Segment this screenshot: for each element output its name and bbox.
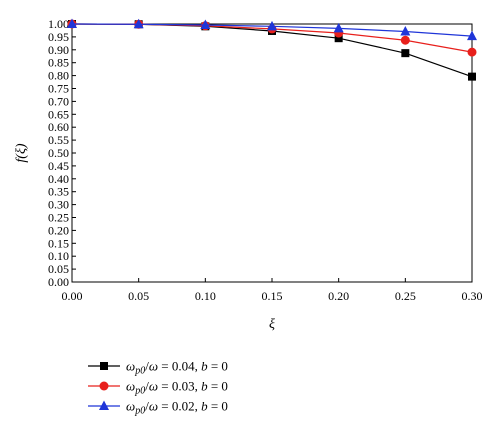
legend-label-part: ω [126, 399, 135, 414]
y-tick-label: 0.40 [48, 172, 69, 186]
legend-label-part: ω [126, 359, 135, 374]
y-tick-label: 0.60 [48, 120, 69, 134]
y-tick-label: 0.00 [48, 275, 69, 289]
legend-marker [100, 362, 108, 370]
y-tick-label: 0.50 [48, 146, 69, 160]
y-tick-label: 0.90 [48, 43, 69, 57]
y-axis-ticks: 0.000.050.100.150.200.250.300.350.400.45… [48, 17, 76, 289]
legend-label: ωp0/ω = 0.04, b = 0 [126, 359, 228, 377]
legend-label-part: / [145, 359, 149, 374]
y-tick-label: 0.30 [48, 198, 69, 212]
x-tick-label: 0.15 [262, 289, 283, 303]
legend-label-part: ω [149, 399, 158, 414]
legend-label-part: ω [126, 379, 135, 394]
legend-label-part: = 0.03, [158, 379, 201, 394]
y-tick-label: 0.10 [48, 249, 69, 263]
legend-marker [99, 381, 109, 391]
data-point [267, 20, 277, 31]
x-tick-label: 0.30 [462, 289, 483, 303]
legend-label-part: b [201, 379, 208, 394]
x-axis-ticks: 0.00 0.05 0.10 0.15 0.20 0.25 0.30 [62, 278, 483, 303]
legend-item: ωp0/ω = 0.02, b = 0 [88, 399, 228, 417]
legend-label-part: p0 [134, 406, 145, 417]
data-point [467, 47, 477, 57]
data-point [334, 34, 343, 43]
x-tick-label: 0.25 [395, 289, 416, 303]
legend-item: ωp0/ω = 0.03, b = 0 [88, 379, 228, 397]
y-tick-label: 1.00 [48, 17, 69, 31]
plot-frame [71, 23, 473, 283]
legend-label-part: / [145, 399, 149, 414]
legend-label-part: ω [149, 379, 158, 394]
data-point [468, 72, 476, 81]
y-tick-label: 0.15 [48, 236, 69, 250]
legend-label: ωp0/ω = 0.03, b = 0 [126, 379, 228, 397]
y-tick-label: 0.65 [48, 107, 69, 121]
y-tick-label: 0.80 [48, 69, 69, 83]
legend-label-part: = 0 [208, 379, 228, 394]
y-axis-title: f(ξ) [14, 143, 29, 163]
data-point [200, 19, 211, 30]
x-axis-title: ξ [269, 317, 275, 332]
y-tick-label: 0.75 [48, 82, 69, 96]
series-layer [67, 18, 477, 81]
data-point [67, 18, 77, 28]
data-point [400, 25, 411, 36]
y-tick-label: 0.55 [48, 133, 69, 147]
legend-label-part: b [201, 359, 208, 374]
data-point [333, 22, 344, 33]
y-tick-label: 0.35 [48, 185, 69, 199]
legend-label-part: = 0.04, [158, 359, 201, 374]
y-tick-label: 0.45 [48, 159, 69, 173]
legend-label-part: = 0 [208, 359, 228, 374]
legend-label-part: ω [149, 359, 158, 374]
legend-marker [99, 400, 109, 410]
legend-label-part: / [145, 379, 149, 394]
y-tick-label: 0.70 [48, 94, 69, 108]
legend-label-part: = 0.02, [158, 399, 201, 414]
y-tick-label: 0.05 [48, 262, 69, 276]
y-tick-label: 0.25 [48, 211, 69, 225]
data-point [467, 30, 477, 41]
y-tick-label: 0.95 [48, 30, 69, 44]
data-point [401, 49, 410, 58]
x-tick-label: 0.20 [328, 289, 349, 303]
data-point [400, 35, 410, 45]
x-tick-label: 0.10 [195, 289, 216, 303]
legend-label-part: = 0 [208, 399, 228, 414]
legend-label-part: p0 [134, 366, 145, 377]
x-tick-label: 0.05 [128, 289, 149, 303]
legend-item: ωp0/ω = 0.04, b = 0 [88, 359, 228, 377]
series-3 [67, 18, 477, 41]
legend-label-part: p0 [134, 386, 145, 397]
x-tick-label: 0.00 [62, 289, 83, 303]
legend-label: ωp0/ω = 0.02, b = 0 [126, 399, 228, 417]
y-tick-label: 0.20 [48, 223, 69, 237]
y-tick-label: 0.85 [48, 56, 69, 70]
legend-label-part: b [201, 399, 208, 414]
data-point [133, 18, 144, 29]
